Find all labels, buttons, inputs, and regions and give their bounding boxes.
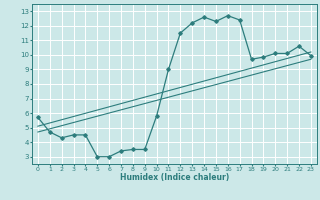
X-axis label: Humidex (Indice chaleur): Humidex (Indice chaleur) [120, 173, 229, 182]
